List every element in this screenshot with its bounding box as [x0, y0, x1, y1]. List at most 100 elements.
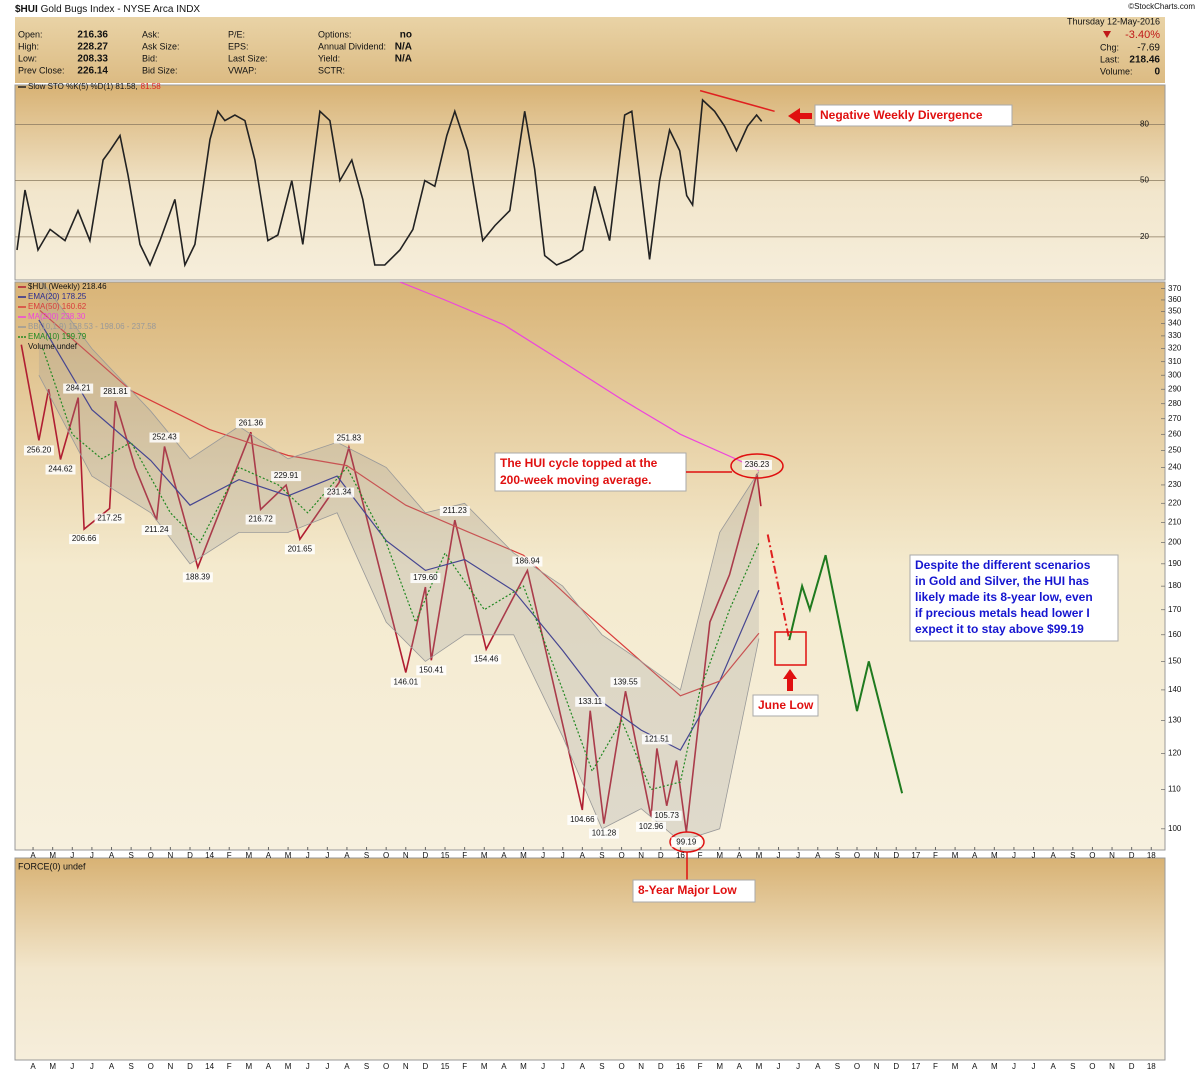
field-label: High: — [18, 41, 39, 51]
y-tick-label: 350 — [1168, 307, 1182, 316]
x-tick-label: A — [501, 851, 507, 860]
june-low-note: June Low — [758, 698, 814, 712]
x-tick-label: S — [128, 1062, 133, 1071]
value-label-bg — [567, 815, 598, 826]
y-tick-label: 250 — [1168, 446, 1182, 455]
x-tick-label: J — [777, 851, 781, 860]
x-tick-label: M — [520, 1062, 527, 1071]
value-label-bg — [741, 459, 772, 470]
value-label: 133.11 — [578, 697, 602, 706]
value-label-bg — [575, 696, 606, 707]
outlook-note: expect it to stay above $99.19 — [915, 622, 1084, 636]
x-tick-label: J — [90, 851, 94, 860]
x-tick-label: O — [854, 851, 860, 860]
top-note: 200-week moving average. — [500, 473, 651, 487]
x-tick-label: S — [599, 1062, 604, 1071]
field-label: P/E: — [228, 29, 245, 39]
price-line — [16, 98, 763, 268]
value-label-bg — [23, 445, 54, 456]
x-tick-label: A — [815, 1062, 821, 1071]
value-label: 105.73 — [654, 811, 679, 820]
x-tick-label: M — [716, 851, 723, 860]
volume-label: Volume: — [1100, 66, 1133, 76]
last-label: Last: — [1100, 54, 1120, 64]
x-tick-label: J — [90, 1062, 94, 1071]
x-tick-label: J — [796, 851, 800, 860]
value-label: 146.01 — [394, 678, 419, 687]
x-tick-label: O — [854, 1062, 860, 1071]
x-tick-label: J — [1012, 851, 1016, 860]
value-label: 231.34 — [327, 488, 352, 497]
price-line — [20, 344, 762, 833]
x-tick-label: S — [364, 1062, 369, 1071]
x-tick-label: M — [756, 1062, 763, 1071]
field-label: Prev Close: — [18, 65, 65, 75]
y-tick-label: 360 — [1168, 295, 1182, 304]
y-tick-label: 200 — [1168, 538, 1182, 547]
value-label: 154.46 — [474, 654, 499, 663]
value-label: 188.39 — [186, 572, 211, 581]
y-tick-label: 210 — [1168, 518, 1182, 527]
field-value: N/A — [395, 42, 412, 53]
x-tick-label: N — [403, 851, 409, 860]
value-label-bg — [439, 506, 470, 517]
x-tick-label: A — [972, 1062, 978, 1071]
field-label: Annual Dividend: — [318, 41, 386, 51]
x-tick-label: S — [599, 851, 604, 860]
x-tick-label: A — [30, 851, 36, 860]
y-tick-label: 180 — [1168, 581, 1182, 590]
note-box — [632, 879, 756, 903]
projection-line — [766, 534, 791, 641]
value-label: 139.55 — [613, 677, 638, 686]
value-label: 186.94 — [515, 557, 540, 566]
x-tick-label: N — [874, 1062, 880, 1071]
x-tick-label: O — [1089, 851, 1095, 860]
x-tick-label: N — [638, 1062, 644, 1071]
value-label: 229.91 — [274, 471, 299, 480]
x-tick-label: J — [1012, 1062, 1016, 1071]
x-tick-label: S — [364, 851, 369, 860]
x-tick-label: J — [325, 1062, 329, 1071]
value-label-bg — [63, 383, 94, 394]
y-tick-label: 50 — [1140, 176, 1149, 185]
y-tick-label: 230 — [1168, 480, 1182, 489]
x-tick-label: D — [423, 1062, 429, 1071]
x-tick-label: F — [227, 1062, 232, 1071]
x-tick-label: J — [70, 851, 74, 860]
legend-label: MA(200) 238.30 — [28, 312, 86, 321]
x-tick-label: N — [167, 851, 173, 860]
x-tick-label: J — [541, 851, 545, 860]
x-tick-label: M — [49, 1062, 56, 1071]
value-label: 150.41 — [419, 665, 444, 674]
x-tick-label: A — [266, 851, 272, 860]
x-tick-label: O — [148, 851, 154, 860]
value-label-bg — [45, 464, 76, 475]
x-tick-label: O — [383, 1062, 389, 1071]
value-label-bg — [284, 544, 315, 555]
value-label-bg — [333, 433, 364, 444]
value-label: 256.20 — [27, 446, 52, 455]
volume: 0 — [1154, 67, 1160, 78]
change-pct: -3.40% — [1125, 29, 1160, 41]
x-tick-label: 15 — [441, 1062, 450, 1071]
x-tick-label: J — [306, 851, 310, 860]
major-low-note: 8-Year Major Low — [638, 883, 737, 897]
x-tick-label: S — [128, 851, 133, 860]
legend-label: $HUI (Weekly) 218.46 — [28, 282, 107, 291]
y-tick-label: 150 — [1168, 657, 1182, 666]
value-label: 211.23 — [443, 506, 467, 515]
june-arrow — [783, 669, 797, 691]
x-tick-label: 14 — [205, 851, 214, 860]
value-label-bg — [324, 487, 355, 498]
chart-title: $HUI Gold Bugs Index - NYSE Arca INDX — [15, 4, 200, 15]
y-tick-label: 110 — [1168, 785, 1181, 794]
y-tick-label: 310 — [1168, 357, 1182, 366]
field-value: 226.14 — [77, 66, 108, 77]
value-label: 244.62 — [48, 465, 73, 474]
x-tick-label: D — [893, 851, 899, 860]
x-tick-label: O — [618, 851, 624, 860]
x-tick-label: M — [49, 851, 56, 860]
note-box — [814, 104, 1013, 127]
x-tick-label: D — [1129, 851, 1135, 860]
